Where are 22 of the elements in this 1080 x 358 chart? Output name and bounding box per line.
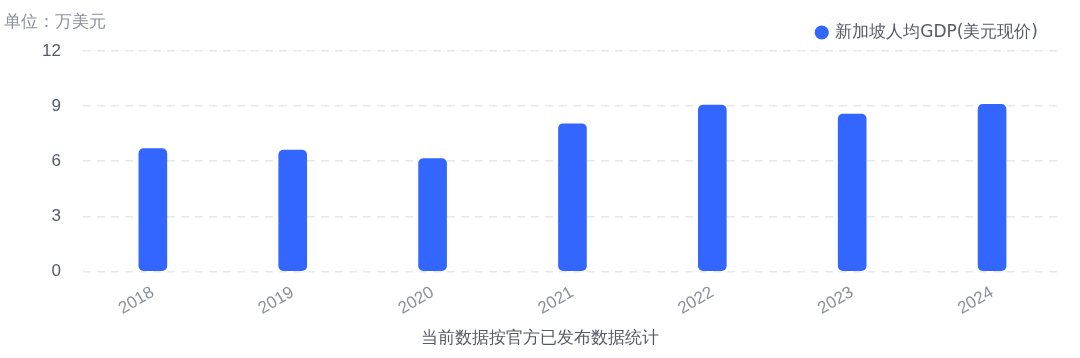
y-tick-label: 12 [41, 40, 61, 60]
x-tick-label: 2018 [114, 282, 158, 318]
x-tick-label: 2024 [954, 282, 997, 318]
bar [138, 148, 168, 271]
y-axis-title: 单位：万美元 [4, 10, 106, 33]
legend-label: 新加坡人均GDP(美元现价) [835, 20, 1038, 41]
bar [837, 113, 867, 271]
x-tick-label: 2023 [814, 282, 857, 318]
text: 当前数据按官方已发布数据统计 [420, 326, 660, 349]
x-tick-label: 2021 [534, 282, 577, 318]
bar [698, 104, 727, 271]
bar [418, 158, 447, 271]
bar [278, 149, 308, 271]
y-tick-label: 9 [51, 95, 61, 115]
y-tick-label: 6 [51, 150, 61, 170]
bar [558, 123, 587, 271]
bar [977, 103, 1007, 271]
x-tick-label: 2022 [674, 282, 717, 318]
y-tick-label: 0 [51, 261, 61, 281]
x-tick-label: 2019 [254, 282, 298, 318]
x-tick-label: 2020 [394, 282, 437, 318]
y-tick-label: 3 [51, 206, 61, 226]
